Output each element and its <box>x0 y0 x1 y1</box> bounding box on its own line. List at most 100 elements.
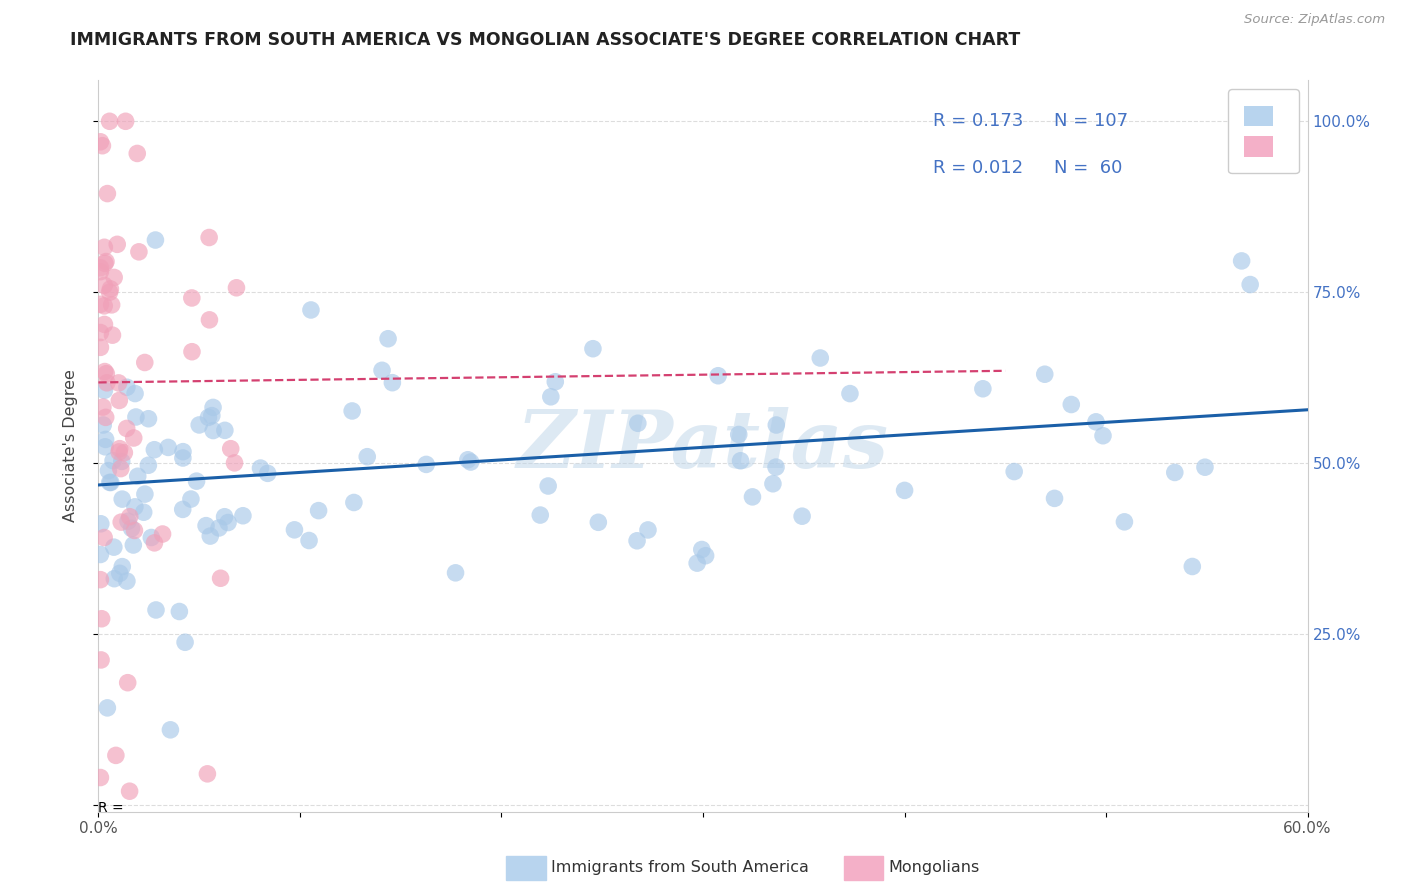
Point <box>89 297 111 311</box>
Point <box>94 365 117 379</box>
Point <box>122 431 145 445</box>
Point <box>122 538 145 552</box>
Point <box>110 515 132 529</box>
Point <box>108 442 131 456</box>
Point <box>730 454 752 468</box>
Text: Immigrants from South America: Immigrants from South America <box>551 861 808 875</box>
Point <box>112 445 135 459</box>
Point <box>195 518 218 533</box>
Point <box>540 390 562 404</box>
Point <box>98 475 121 490</box>
Point <box>105 237 128 252</box>
Point <box>103 572 125 586</box>
Point <box>101 453 124 467</box>
Point <box>157 441 180 455</box>
Point <box>181 344 204 359</box>
Point <box>201 409 224 423</box>
Point <box>115 574 138 588</box>
Point <box>343 495 366 509</box>
Point <box>93 278 115 293</box>
Point <box>145 603 167 617</box>
Point <box>94 254 117 268</box>
Point <box>1043 491 1066 506</box>
Point <box>114 114 136 128</box>
Point <box>89 548 111 562</box>
Point <box>96 186 118 201</box>
Point <box>103 540 125 554</box>
Point <box>200 529 222 543</box>
Point <box>637 523 659 537</box>
Point <box>172 444 194 458</box>
Point <box>690 542 713 557</box>
Point <box>115 380 138 394</box>
Point <box>107 376 129 390</box>
Point <box>188 417 211 432</box>
Point <box>127 469 149 483</box>
Point <box>141 531 163 545</box>
Point <box>219 442 242 456</box>
Text: R = 0.012: R = 0.012 <box>932 159 1024 177</box>
Point <box>1181 559 1204 574</box>
Point <box>202 424 225 438</box>
Point <box>127 146 149 161</box>
Point <box>727 427 749 442</box>
Point <box>588 516 610 530</box>
Point <box>972 382 994 396</box>
Point <box>582 342 605 356</box>
Point <box>89 326 111 340</box>
Point <box>94 440 117 454</box>
Point <box>98 114 121 128</box>
Point <box>121 521 143 535</box>
Point <box>89 265 111 279</box>
Point <box>1091 428 1114 442</box>
Point <box>371 363 394 377</box>
Point <box>224 456 246 470</box>
Point <box>93 299 115 313</box>
Point <box>159 723 181 737</box>
Text: IMMIGRANTS FROM SOUTH AMERICA VS MONGOLIAN ASSOCIATE'S DEGREE CORRELATION CHART: IMMIGRANTS FROM SOUTH AMERICA VS MONGOLI… <box>70 31 1021 49</box>
Point <box>197 410 219 425</box>
Point <box>1033 368 1056 382</box>
Point <box>202 401 225 415</box>
Point <box>686 556 709 570</box>
Point <box>124 386 146 401</box>
Point <box>460 455 482 469</box>
Point <box>180 491 202 506</box>
Point <box>172 450 194 465</box>
Point <box>89 135 111 149</box>
Point <box>100 475 122 490</box>
Point <box>94 433 117 447</box>
Text: N =  60: N = 60 <box>1053 159 1122 177</box>
Point <box>108 445 131 459</box>
Point <box>626 533 648 548</box>
Point <box>377 332 399 346</box>
Point <box>1164 466 1187 480</box>
Point <box>124 524 146 538</box>
Point <box>152 527 174 541</box>
Point <box>124 500 146 514</box>
Text: R =: R = <box>98 801 124 814</box>
Point <box>217 516 239 530</box>
Point <box>110 461 132 475</box>
Point <box>808 351 831 365</box>
Point <box>138 458 160 473</box>
Point <box>108 566 131 581</box>
Text: R = 0.173: R = 0.173 <box>932 112 1024 129</box>
Point <box>118 784 141 798</box>
Point <box>1230 253 1253 268</box>
Point <box>89 573 111 587</box>
Point <box>180 291 202 305</box>
Point <box>90 516 112 531</box>
Point <box>209 571 232 585</box>
Point <box>108 393 131 408</box>
Point <box>96 376 118 390</box>
Point <box>118 509 141 524</box>
Point <box>93 384 115 398</box>
Point <box>115 421 138 435</box>
Point <box>128 244 150 259</box>
Point <box>96 367 118 381</box>
Point <box>94 410 117 425</box>
Point <box>232 508 254 523</box>
Point <box>89 260 111 275</box>
Point <box>197 767 219 781</box>
